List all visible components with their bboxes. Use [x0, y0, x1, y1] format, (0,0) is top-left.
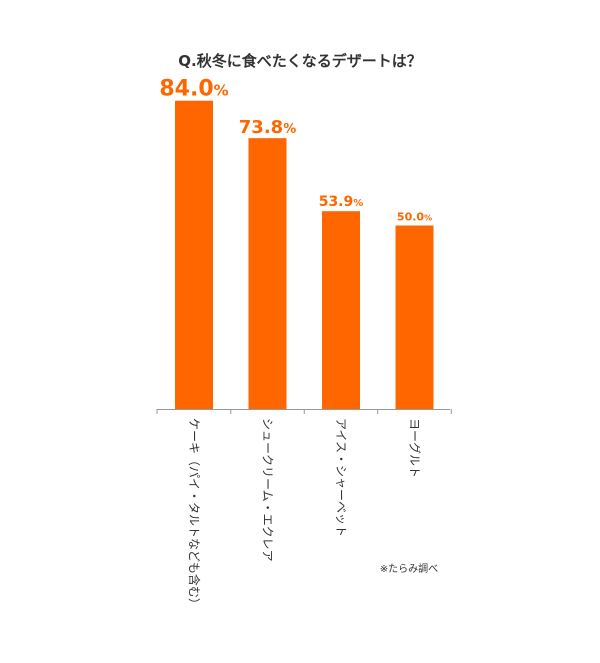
- category-labels-layer: ケーキ（パイ・タルトなども含む） シュークリーム・エクレア アイス・シャーベット ヨー…: [187, 418, 422, 610]
- value-label: 50.0%: [397, 211, 432, 224]
- value-label-unit: %: [424, 214, 432, 223]
- value-label: 53.9%: [319, 194, 364, 210]
- bar: [395, 225, 434, 409]
- value-label-number: 50.0: [397, 211, 424, 224]
- value-label-number: 84.0: [159, 77, 213, 102]
- category-label: ケーキ（パイ・タルトなども含む）: [187, 418, 202, 610]
- value-label: 84.0%: [159, 77, 228, 102]
- x-axis: [156, 409, 452, 414]
- bars-layer: [175, 100, 434, 410]
- value-label-unit: %: [214, 82, 229, 100]
- value-label-number: 73.8: [239, 117, 283, 138]
- value-label-unit: %: [283, 122, 296, 137]
- source-note: ※たらみ調べ: [380, 562, 438, 575]
- value-label: 73.8%: [239, 117, 296, 138]
- value-label-unit: %: [353, 198, 363, 209]
- value-labels-layer: 84.0%73.8%53.9%50.0%: [159, 77, 432, 224]
- category-label: アイス・シャーベット: [334, 418, 348, 537]
- value-label-number: 53.9: [319, 194, 354, 210]
- bar: [322, 211, 360, 409]
- category-label: シュークリーム・エクレア: [261, 418, 275, 562]
- bar: [248, 138, 287, 410]
- chart-title: Q.秋冬に食べたくなるデザートは？: [178, 52, 421, 70]
- category-label: ヨーグルト: [408, 418, 422, 478]
- bar: [175, 100, 213, 409]
